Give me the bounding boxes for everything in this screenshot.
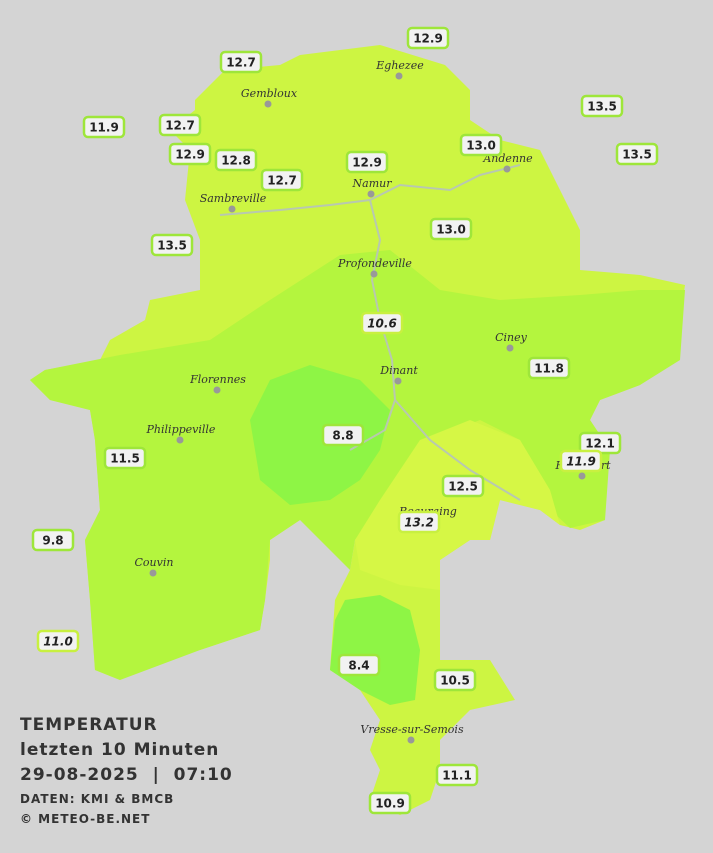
city-dot: [506, 344, 514, 352]
zone-cool: [330, 595, 420, 705]
station-value: 10.9: [375, 797, 405, 811]
station-box: [441, 474, 485, 498]
station-box: [219, 50, 263, 74]
station-value: 12.9: [413, 32, 443, 46]
city-dot: [503, 165, 511, 173]
station-value: 13.0: [436, 223, 466, 237]
zone-warm: [355, 420, 560, 590]
city-label: Florennes: [189, 373, 246, 386]
station-box: [433, 668, 477, 692]
city-dot: [370, 270, 378, 278]
station-value: 11.1: [442, 769, 472, 783]
station-box: [82, 115, 126, 139]
city-label: Couvin: [135, 556, 174, 569]
station-value: 12.9: [352, 156, 382, 170]
subtitle: letzten 10 Minuten: [20, 740, 219, 760]
source: DATEN: KMI & BMCB: [20, 792, 174, 806]
title: TEMPERATUR: [20, 715, 158, 735]
city-dot: [228, 205, 236, 213]
station-box: [150, 233, 194, 257]
station-value: 13.5: [587, 100, 617, 114]
city-dot: [394, 377, 402, 385]
city-label: Philippeville: [146, 423, 216, 436]
station-box: [103, 446, 147, 470]
city-label: Gembloux: [241, 87, 298, 100]
copyright: © METEO-BE.NET: [20, 812, 150, 826]
city-label: Sambreville: [200, 192, 267, 205]
river: [219, 164, 521, 501]
station-value: 12.7: [165, 119, 195, 133]
station-value: 11.9: [89, 121, 119, 135]
station-value: 12.8: [221, 154, 251, 168]
timestamp: 29-08-2025 | 07:10: [20, 765, 233, 785]
station-value: 9.8: [42, 534, 63, 548]
station-box: [168, 142, 212, 166]
station-value: 12.7: [226, 56, 256, 70]
station-box: [214, 148, 258, 172]
station-box: [459, 133, 503, 157]
city-dot: [578, 472, 586, 480]
city-label: Namur: [352, 177, 393, 190]
city-dot: [176, 436, 184, 444]
station-value: 12.7: [267, 174, 297, 188]
station-box: [559, 449, 603, 473]
station-box: [158, 113, 202, 137]
station-box: [360, 311, 404, 335]
city-dot: [395, 72, 403, 80]
station-box: [260, 168, 304, 192]
station-box: [429, 217, 473, 241]
city-label: Profondeville: [337, 257, 412, 270]
station-box: [337, 653, 381, 677]
city-label: Dinant: [379, 364, 418, 377]
city-dot: [264, 100, 272, 108]
city-dot: [367, 190, 375, 198]
city-label: Vresse-sur-Semois: [360, 723, 464, 736]
station-value: 13.5: [622, 148, 652, 162]
city-label: Eghezee: [375, 59, 424, 72]
station-box: [31, 528, 75, 552]
station-box: [36, 629, 80, 653]
station-box: [435, 763, 479, 787]
city-label: Ciney: [495, 331, 528, 344]
station-box: [321, 423, 365, 447]
station-value: 12.9: [175, 148, 205, 162]
station-value: 11.0: [43, 635, 73, 649]
station-value: 11.8: [534, 362, 564, 376]
station-value: 11.9: [566, 455, 596, 469]
station-box: [397, 510, 441, 534]
station-value: 13.2: [404, 516, 434, 530]
station-box: [527, 356, 571, 380]
station-value: 8.8: [332, 429, 353, 443]
station-value: 11.5: [110, 452, 140, 466]
city-dot: [407, 736, 415, 744]
station-box: [580, 94, 624, 118]
station-box: [345, 150, 389, 174]
city-dot: [149, 569, 157, 577]
zone-cool: [250, 365, 390, 505]
station-value: 10.5: [440, 674, 470, 688]
station-value: 12.1: [585, 437, 615, 451]
station-value: 12.5: [448, 480, 478, 494]
station-value: 13.0: [466, 139, 496, 153]
station-box: [615, 142, 659, 166]
station-value: 13.5: [157, 239, 187, 253]
station-value: 8.4: [348, 659, 369, 673]
city-dot: [213, 386, 221, 394]
station-box: [406, 26, 450, 50]
station-box: [368, 791, 412, 815]
station-value: 10.6: [367, 317, 397, 331]
